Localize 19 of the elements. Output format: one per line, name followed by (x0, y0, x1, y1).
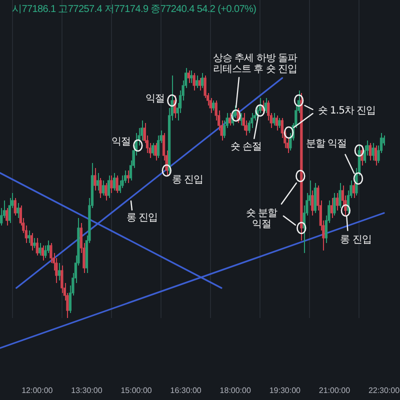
x-tick-label: 18:00:00 (220, 386, 252, 396)
annotation: 상승 추세 하방 돌파 리테스트 후 숏 진입 (212, 52, 298, 74)
annotation: 익절 (145, 93, 164, 104)
chart-subtitle: 시77186.1 고77257.4 저77174.9 종77240.4 54.2 (+0.07%) (12, 3, 256, 16)
x-tick-label: 12:00:00 (22, 386, 54, 396)
annotation: 익절 (111, 136, 130, 147)
x-tick-label: 19:30:00 (269, 386, 302, 396)
annotation: 롱 진입 (340, 234, 372, 245)
annotation: 롱 진입 (126, 212, 158, 224)
x-tick-label: 13:30:00 (71, 386, 103, 396)
annotation: 숏 분할 익절 (246, 208, 277, 230)
annotation: 숏 1.5차 진입 (318, 105, 376, 116)
x-tick-label: 16:30:00 (170, 386, 202, 396)
annotation: 숏 손절 (230, 141, 262, 152)
annotation: 롱 진입 (172, 174, 204, 185)
annotation: 분할 익절 (306, 138, 347, 149)
x-tick-label: 22:30:00 (368, 386, 400, 396)
x-tick-label: 15:00:00 (120, 386, 152, 396)
x-tick-label: 21:00:00 (318, 386, 351, 396)
